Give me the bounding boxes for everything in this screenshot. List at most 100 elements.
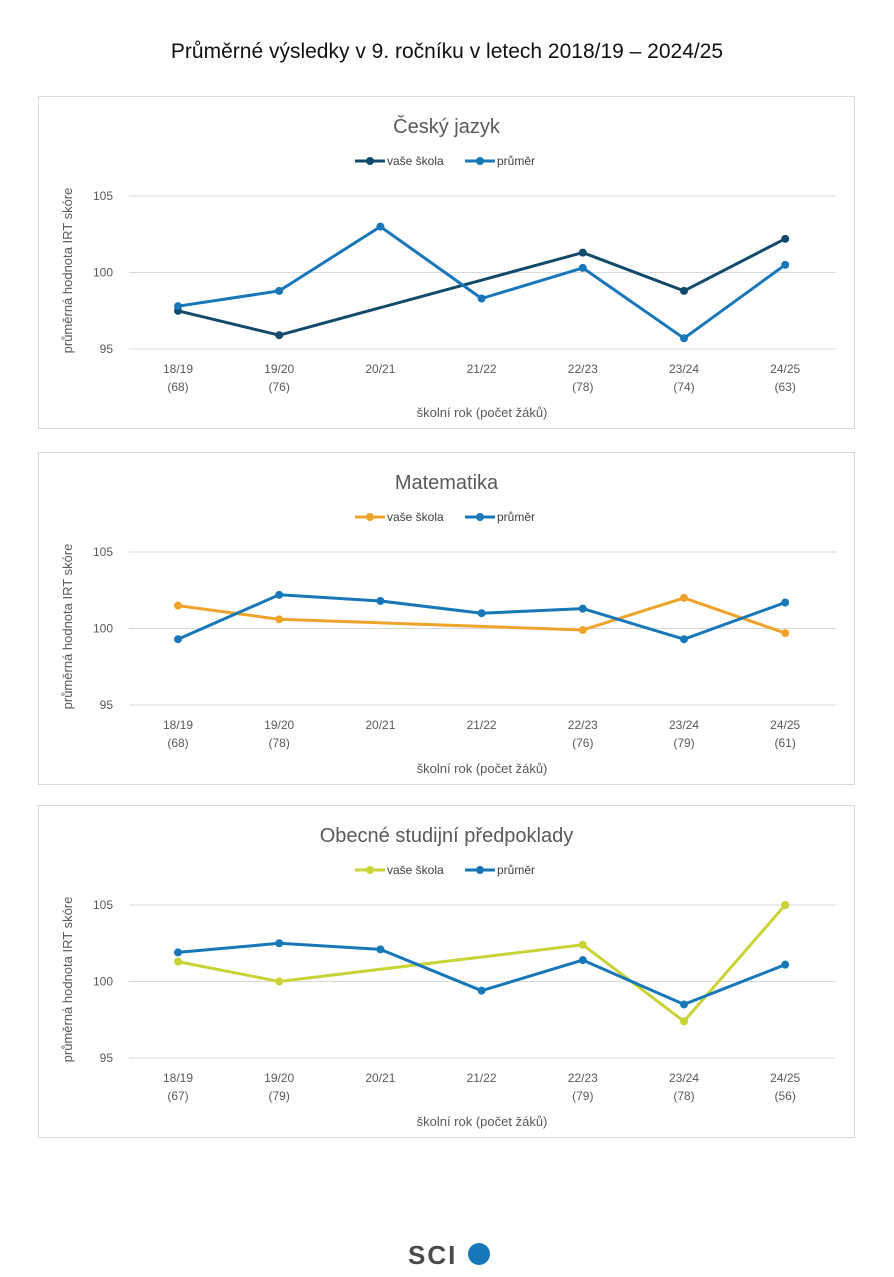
x-tick-label: 22/23 bbox=[568, 718, 598, 732]
y-tick-label: 105 bbox=[93, 545, 113, 559]
data-point bbox=[578, 626, 587, 635]
data-point bbox=[578, 956, 587, 965]
legend-marker bbox=[366, 157, 374, 165]
logo-dot-icon bbox=[468, 1243, 490, 1265]
x-tick-label: 20/21 bbox=[365, 718, 395, 732]
x-tick-count: (79) bbox=[269, 1089, 290, 1103]
logo-text: SCI bbox=[408, 1240, 458, 1270]
data-point bbox=[578, 248, 587, 257]
x-tick-label: 23/24 bbox=[669, 718, 699, 732]
x-tick-label: 24/25 bbox=[770, 1071, 800, 1085]
x-tick-count: (76) bbox=[269, 380, 290, 394]
chart-svg: Český jazyk 95 100 105 vaše škola průměr 18/19… bbox=[60, 115, 836, 420]
data-point bbox=[477, 986, 486, 995]
x-tick-count: (78) bbox=[572, 380, 593, 394]
x-tick-label: 20/21 bbox=[365, 362, 395, 376]
legend-marker bbox=[476, 866, 484, 874]
x-tick-label: 23/24 bbox=[669, 1071, 699, 1085]
data-point bbox=[174, 635, 182, 644]
series-line bbox=[177, 941, 786, 1006]
data-point bbox=[680, 1017, 688, 1026]
series-line bbox=[177, 904, 787, 1023]
data-point bbox=[275, 615, 284, 624]
x-tick-count: (79) bbox=[673, 736, 694, 750]
x-axis-title: školní rok (počet žáků) bbox=[417, 405, 548, 420]
x-axis-title: školní rok (počet žáků) bbox=[417, 761, 548, 776]
x-tick-count: (78) bbox=[269, 736, 290, 750]
data-point bbox=[376, 596, 385, 605]
x-axis-title: školní rok (počet žáků) bbox=[417, 1114, 548, 1129]
data-point bbox=[781, 901, 790, 909]
legend-item: průměr bbox=[465, 863, 535, 877]
y-axis-title: průměrná hodnota IRT skóre bbox=[60, 188, 75, 354]
data-point bbox=[781, 260, 790, 269]
x-tick-count: (68) bbox=[167, 380, 188, 394]
x-tick-count: (56) bbox=[775, 1089, 796, 1103]
data-point bbox=[781, 629, 790, 638]
y-tick-label: 95 bbox=[100, 698, 114, 712]
y-axis-title: průměrná hodnota IRT skóre bbox=[60, 544, 75, 710]
y-tick-label: 100 bbox=[93, 266, 113, 280]
legend-item: průměr bbox=[465, 154, 535, 168]
chart-panel-osp: Obecné studijní předpoklady 95 100 105 vaše … bbox=[38, 805, 855, 1138]
legend-marker bbox=[476, 157, 484, 165]
chart-title: Matematika bbox=[395, 472, 499, 494]
legend-item: vaše škola bbox=[355, 510, 444, 524]
legend-marker bbox=[476, 513, 484, 521]
chart-svg: Obecné studijní předpoklady 95 100 105 vaše … bbox=[60, 825, 836, 1129]
legend-item: vaše škola bbox=[355, 863, 444, 877]
x-tick-label: 23/24 bbox=[669, 362, 699, 376]
data-point bbox=[275, 590, 284, 599]
data-point bbox=[174, 302, 182, 311]
page-title: Průměrné výsledky v 9. ročníku v letech … bbox=[170, 40, 724, 63]
legend-label: vaše škola bbox=[387, 154, 444, 168]
y-tick-label: 105 bbox=[93, 898, 113, 912]
data-point bbox=[477, 294, 486, 303]
chart-panel-czech: Český jazyk 95 100 105 vaše škola průměr 18/19… bbox=[38, 96, 855, 429]
data-point bbox=[680, 1000, 688, 1009]
x-tick-label: 19/20 bbox=[264, 362, 294, 376]
data-point bbox=[781, 960, 790, 969]
x-tick-label: 19/20 bbox=[264, 1071, 294, 1085]
y-axis-title: průměrná hodnota IRT skóre bbox=[60, 897, 75, 1063]
x-tick-count: (68) bbox=[167, 736, 188, 750]
x-tick-label: 20/21 bbox=[365, 1071, 395, 1085]
data-point bbox=[275, 286, 284, 295]
x-tick-count: (61) bbox=[775, 736, 796, 750]
y-tick-label: 105 bbox=[93, 189, 113, 203]
data-point bbox=[376, 945, 385, 954]
x-tick-label: 18/19 bbox=[163, 1071, 193, 1085]
legend-label: průměr bbox=[497, 510, 535, 524]
series-line bbox=[177, 225, 787, 340]
x-tick-label: 21/22 bbox=[467, 1071, 497, 1085]
data-point bbox=[275, 939, 284, 948]
legend-label: vaše škola bbox=[387, 863, 444, 877]
x-tick-label: 18/19 bbox=[163, 362, 193, 376]
data-point bbox=[477, 609, 486, 618]
data-point bbox=[275, 331, 284, 340]
y-tick-label: 100 bbox=[93, 975, 113, 989]
data-point bbox=[578, 940, 587, 949]
chart-svg: Matematika 95 100 105 vaše škola průměr 18/19 (… bbox=[60, 472, 836, 776]
data-point bbox=[275, 977, 284, 986]
legend-marker bbox=[366, 513, 374, 521]
x-tick-count: (67) bbox=[167, 1089, 188, 1103]
data-point bbox=[174, 948, 182, 957]
x-tick-count: (79) bbox=[572, 1089, 593, 1103]
y-tick-label: 100 bbox=[93, 622, 113, 636]
legend-label: vaše škola bbox=[387, 510, 444, 524]
data-point bbox=[174, 957, 182, 966]
legend-item: průměr bbox=[465, 510, 535, 524]
data-point bbox=[174, 601, 182, 610]
chart-title: Český jazyk bbox=[393, 115, 501, 138]
x-tick-label: 22/23 bbox=[568, 1071, 598, 1085]
x-tick-label: 22/23 bbox=[568, 362, 598, 376]
x-tick-count: (78) bbox=[673, 1089, 694, 1103]
data-point bbox=[680, 286, 688, 295]
x-tick-count: (76) bbox=[572, 736, 593, 750]
x-tick-label: 24/25 bbox=[770, 362, 800, 376]
x-tick-label: 24/25 bbox=[770, 718, 800, 732]
legend-item: vaše škola bbox=[355, 154, 444, 168]
data-point bbox=[578, 604, 587, 613]
x-tick-count: (74) bbox=[673, 380, 694, 394]
